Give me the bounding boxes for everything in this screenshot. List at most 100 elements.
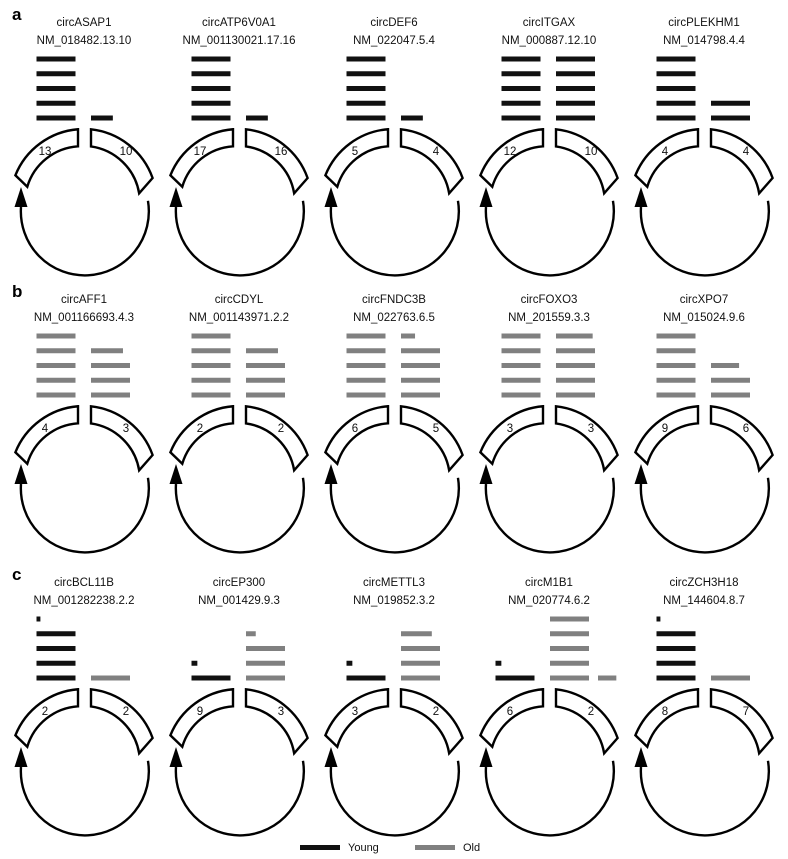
left-exon-count: 2 (42, 706, 48, 718)
circrna-panel-circXPO7: circXPO7 NM_015024.9.6 9 6 (633, 294, 774, 554)
read-bar-young (501, 86, 541, 91)
transcript-id: NM_144604.8.7 (663, 595, 745, 607)
arrowhead-icon (14, 747, 28, 767)
left-exon-count: 9 (197, 706, 203, 718)
read-bar-old (246, 392, 285, 398)
read-bar-old (346, 348, 386, 354)
circrna-panel-circATP6V0A1: circATP6V0A1 NM_001130021.17.16 17 16 (168, 17, 309, 277)
read-bar-old (656, 333, 696, 339)
read-bar-young (711, 115, 750, 121)
left-exon-box (323, 687, 390, 749)
read-bar-old (36, 377, 76, 383)
left-exon-box (13, 127, 80, 189)
read-bar-young (656, 71, 696, 77)
circrna-panel-circAFF1: circAFF1 NM_001166693.4.3 4 3 (13, 294, 154, 554)
read-bar-young (36, 646, 76, 651)
right-exon-box (89, 687, 154, 756)
backsplice-arc (174, 200, 306, 277)
backsplice-arc (484, 477, 616, 554)
read-bar-young (91, 115, 113, 121)
circrna-panel-circDEF6: circDEF6 NM_022047.5.4 5 4 (323, 17, 464, 277)
read-bar-young (656, 616, 661, 622)
right-exon-count: 16 (275, 146, 288, 158)
right-exon-count: 4 (433, 146, 440, 158)
circrna-panel-circASAP1: circASAP1 NM_018482.13.10 13 10 (13, 17, 154, 277)
left-exon-box (633, 687, 700, 749)
backsplice-arc (19, 477, 151, 554)
read-bar-young (191, 86, 231, 91)
backsplice-arc (19, 760, 151, 837)
read-bar-young (246, 115, 268, 121)
transcript-id: NM_022047.5.4 (353, 35, 435, 47)
backsplice-arc (174, 477, 306, 554)
left-exon-count: 13 (39, 146, 52, 158)
circrna-name: circBCL11B (54, 577, 114, 589)
read-bar-old (401, 363, 440, 368)
left-exon-count: 3 (352, 706, 358, 718)
read-bar-young (501, 115, 541, 121)
legend-swatch-old (415, 845, 455, 850)
circrna-panel-circITGAX: circITGAX NM_000887.12.10 12 10 (478, 17, 619, 277)
left-exon-count: 4 (662, 146, 669, 158)
arrowhead-icon (324, 464, 338, 484)
read-bar-young (556, 86, 595, 91)
transcript-id: NM_022763.6.5 (353, 312, 435, 324)
backsplice-arc (19, 200, 151, 277)
arrowhead-icon (634, 187, 648, 207)
backsplice-arc (329, 200, 461, 277)
read-bar-old (91, 392, 130, 398)
read-bar-old (401, 333, 416, 339)
circrna-panel-circCDYL: circCDYL NM_001143971.2.2 2 2 (168, 294, 309, 554)
right-exon-count: 2 (433, 706, 439, 718)
read-bar-young (191, 71, 231, 77)
read-bar-young (36, 616, 41, 622)
read-bar-young (36, 100, 76, 106)
left-exon-box (13, 687, 80, 749)
read-bar-old (556, 377, 595, 383)
read-bar-young (656, 646, 696, 651)
read-bar-young (501, 71, 541, 77)
read-bar-young (556, 115, 595, 121)
circrna-name: circM1B1 (525, 577, 573, 589)
arrowhead-icon (169, 747, 183, 767)
read-bar-old (91, 348, 123, 354)
transcript-id: NM_019852.3.2 (353, 595, 435, 607)
read-bar-old (401, 348, 440, 354)
read-bar-old (401, 377, 440, 383)
read-bar-old (36, 363, 76, 368)
read-bar-young (36, 660, 76, 666)
read-bar-young (191, 675, 231, 681)
read-bar-old (501, 348, 541, 354)
left-exon-count: 12 (504, 146, 517, 158)
read-bar-old (556, 348, 595, 354)
read-bar-old (501, 377, 541, 383)
arrowhead-icon (324, 747, 338, 767)
arrowhead-icon (14, 187, 28, 207)
circrna-panel-circFNDC3B: circFNDC3B NM_022763.6.5 6 5 (323, 294, 464, 554)
left-exon-count: 3 (507, 423, 513, 435)
read-bar-young (346, 675, 386, 681)
arrowhead-icon (14, 464, 28, 484)
read-bar-old (346, 363, 386, 368)
panel-row-a: a circASAP1 NM_018482.13.10 13 10 circATP6V0A… (12, 5, 774, 277)
circrna-name: circFNDC3B (362, 294, 426, 306)
read-bar-old (36, 348, 76, 354)
read-bar-young (656, 115, 696, 121)
circrna-panel-circM1B1: circM1B1 NM_020774.6.2 6 2 (478, 577, 619, 837)
read-bar-old (501, 363, 541, 368)
read-bar-young (656, 675, 696, 681)
right-exon-count: 2 (123, 706, 129, 718)
arrowhead-icon (634, 464, 648, 484)
read-bar-young (36, 115, 76, 121)
read-bar-old (401, 631, 432, 637)
right-exon-box (554, 404, 619, 473)
panel-row-b: b circAFF1 NM_001166693.4.3 4 3 circCDYL NM_00… (12, 282, 774, 554)
read-bar-old (556, 392, 595, 398)
read-bar-young (36, 71, 76, 77)
circrna-name: circASAP1 (57, 17, 112, 29)
read-bar-old (550, 675, 589, 681)
left-exon-box (323, 404, 390, 466)
left-exon-box (168, 127, 235, 189)
read-bar-old (346, 333, 386, 339)
read-bar-old (656, 377, 696, 383)
